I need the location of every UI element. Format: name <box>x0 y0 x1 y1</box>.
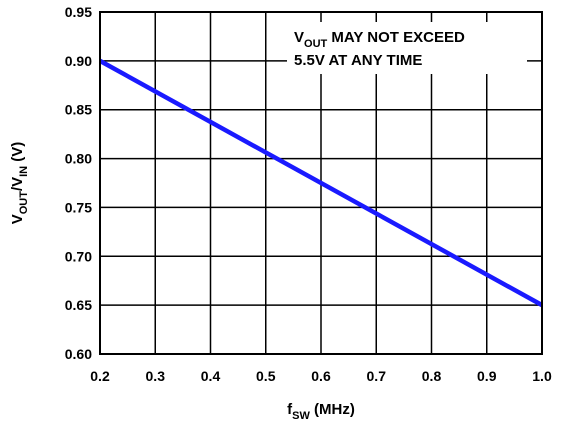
x-tick-label: 1.0 <box>532 368 552 384</box>
y-label-units: (V) <box>9 142 26 166</box>
y-tick-label: 0.95 <box>65 4 92 20</box>
x-tick-label: 0.3 <box>146 368 166 384</box>
y-tick-label: 0.70 <box>65 248 92 264</box>
y-label-vout: V <box>9 214 26 224</box>
y-axis-label: VOUT/VIN (V) <box>9 142 30 225</box>
x-tick-label: 0.4 <box>201 368 221 384</box>
annotation-line-2: 5.5V AT ANY TIME <box>294 52 422 69</box>
series-group <box>98 58 544 308</box>
series-line <box>98 58 544 308</box>
y-tick-label: 0.85 <box>65 102 92 118</box>
annotation-line-1: VOUT MAY NOT EXCEED <box>294 29 465 50</box>
y-tick-label: 0.60 <box>65 346 92 362</box>
plot-frame <box>99 11 543 355</box>
y-tick-labels: 0.60 0.65 0.70 0.75 0.80 0.85 0.90 0.95 <box>65 4 92 362</box>
annotation-text: MAY NOT EXCEED <box>327 29 465 46</box>
x-tick-label: 0.8 <box>422 368 442 384</box>
y-label-vin: /V <box>9 177 26 191</box>
x-tick-label: 0.6 <box>311 368 331 384</box>
y-label-out-subscript: OUT <box>18 191 30 215</box>
x-tick-labels: 0.2 0.3 0.4 0.5 0.6 0.7 0.8 0.9 1.0 <box>90 368 552 384</box>
y-tick-label: 0.90 <box>65 53 92 69</box>
y-tick-label: 0.65 <box>65 297 92 313</box>
y-label-in-subscript: IN <box>18 166 30 177</box>
annotation-background <box>287 22 527 74</box>
x-label-subscript: SW <box>292 410 310 422</box>
annotation-v-subscript: OUT <box>304 38 328 50</box>
x-tick-label: 0.5 <box>256 368 276 384</box>
y-tick-label: 0.75 <box>65 199 92 215</box>
y-tick-label: 0.80 <box>65 151 92 167</box>
x-label-units: (MHz) <box>310 401 355 418</box>
x-tick-label: 0.9 <box>477 368 497 384</box>
annotation-v: V <box>294 29 304 46</box>
x-axis-label: fSW (MHz) <box>287 401 355 422</box>
x-tick-label: 0.7 <box>367 368 387 384</box>
x-tick-label: 0.2 <box>90 368 110 384</box>
x-label-base: f <box>287 401 293 418</box>
